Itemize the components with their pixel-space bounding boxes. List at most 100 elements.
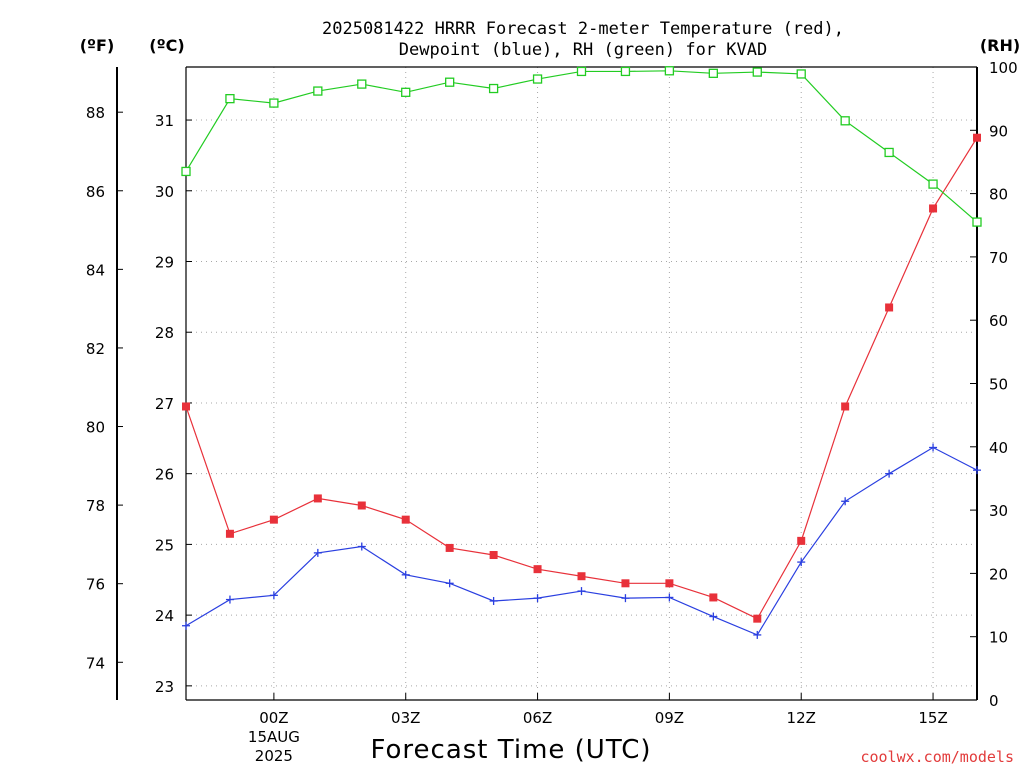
fahrenheit-tick-label: 84 xyxy=(86,261,105,279)
dewpoint-point xyxy=(577,587,586,596)
celsius-tick-label: 29 xyxy=(155,253,174,271)
temperature-point xyxy=(709,593,718,602)
dewpoint-point xyxy=(357,542,366,551)
rh-tick-label: 30 xyxy=(989,502,1008,520)
temperature-point xyxy=(489,551,498,560)
x-tick-label: 00Z xyxy=(259,709,288,727)
dewpoint-point xyxy=(313,548,322,557)
rh-point xyxy=(445,77,455,87)
dewpoint-point xyxy=(797,558,806,567)
celsius-tick-label: 28 xyxy=(155,324,174,342)
dewpoint-point xyxy=(665,593,674,602)
rh-axis-unit: (RH) xyxy=(980,36,1020,55)
celsius-tick-label: 25 xyxy=(155,536,174,554)
celsius-tick-label: 31 xyxy=(155,112,174,130)
rh-point xyxy=(532,74,543,84)
fahrenheit-axis-unit: (ºF) xyxy=(80,36,115,55)
rh-tick-label: 90 xyxy=(989,122,1008,140)
rh-tick-label: 10 xyxy=(989,629,1008,647)
rh-point xyxy=(928,179,938,189)
rh-line xyxy=(185,70,978,223)
x-tick-label: 09Z xyxy=(655,709,684,727)
rh-point xyxy=(664,66,675,76)
dewpoint-point xyxy=(709,612,718,621)
rh-tick-label: 100 xyxy=(989,59,1018,77)
celsius-axis-unit: (ºC) xyxy=(149,36,184,55)
rh-point xyxy=(488,83,499,94)
celsius-tick-label: 27 xyxy=(155,395,174,413)
rh-point xyxy=(576,66,587,77)
rh-point xyxy=(357,79,367,89)
x-tick-label: 03Z xyxy=(391,709,420,727)
temperature-point xyxy=(885,303,894,312)
temperature-point xyxy=(313,494,322,503)
fahrenheit-tick-label: 80 xyxy=(86,419,105,437)
dewpoint-point xyxy=(841,497,850,506)
temperature-point xyxy=(753,614,762,623)
rh-tick-label: 70 xyxy=(989,249,1008,267)
data-series xyxy=(181,66,982,639)
rh-tick-label: 60 xyxy=(989,312,1008,330)
dewpoint-line xyxy=(185,446,978,636)
fahrenheit-tick-label: 82 xyxy=(86,340,105,358)
rh-point xyxy=(840,116,850,126)
x-tick-label: 15Z xyxy=(918,709,947,727)
dewpoint-point xyxy=(753,630,762,639)
rh-point xyxy=(313,86,323,96)
fahrenheit-tick-label: 74 xyxy=(86,654,105,672)
temperature-point xyxy=(929,204,938,213)
temperature-point xyxy=(841,402,850,411)
tick-labels: 23 24 25 26 27 28 29 30 31 74 76 78 80 82 84 86 88 0 10 20 3… xyxy=(86,59,1018,765)
celsius-tick-label: 30 xyxy=(155,183,174,201)
temperature-point xyxy=(973,133,981,142)
temperature-point xyxy=(269,515,278,524)
rh-point xyxy=(884,147,894,158)
fahrenheit-tick-label: 88 xyxy=(86,104,105,122)
credit-label: coolwx.com/models xyxy=(860,748,1014,766)
rh-point xyxy=(225,94,235,104)
celsius-tick-label: 24 xyxy=(155,607,174,625)
dewpoint-point xyxy=(489,596,498,605)
temperature-point xyxy=(621,579,630,588)
x-tick-label: 06Z xyxy=(523,709,552,727)
dewpoint-point xyxy=(401,570,410,579)
temperature-point xyxy=(357,501,366,510)
celsius-tick-label: 26 xyxy=(155,466,174,484)
temperature-point xyxy=(665,579,674,588)
rh-point xyxy=(752,67,762,77)
x-tick-label: 15AUG xyxy=(248,728,300,746)
x-axis-label: Forecast Time (UTC) xyxy=(370,735,651,765)
temperature-point xyxy=(225,529,234,538)
rh-tick-label: 80 xyxy=(989,186,1008,204)
temperature-point xyxy=(182,402,190,411)
dewpoint-point xyxy=(445,579,454,588)
axes xyxy=(116,66,978,701)
fahrenheit-tick-label: 86 xyxy=(86,183,105,201)
temperature-point xyxy=(577,572,586,581)
rh-point xyxy=(401,87,411,97)
temperature-point xyxy=(401,515,410,524)
dewpoint-point xyxy=(269,591,278,600)
rh-tick-label: 50 xyxy=(989,376,1008,394)
dewpoint-point xyxy=(182,621,190,630)
temperature-line xyxy=(185,137,978,620)
dewpoint-point xyxy=(225,595,234,604)
rh-point xyxy=(796,69,806,79)
rh-tick-label: 20 xyxy=(989,565,1008,583)
fahrenheit-tick-label: 78 xyxy=(86,497,105,515)
rh-point xyxy=(972,217,982,227)
dewpoint-point xyxy=(973,466,981,475)
rh-point xyxy=(620,66,631,77)
chart-title-line-2: Dewpoint (blue), RH (green) for KVAD xyxy=(399,40,767,60)
rh-point xyxy=(181,166,191,177)
rh-tick-label: 0 xyxy=(989,692,999,710)
temperature-point xyxy=(533,565,542,574)
dewpoint-point xyxy=(929,443,938,452)
fahrenheit-tick-label: 76 xyxy=(86,576,105,594)
x-tick-label: 12Z xyxy=(787,709,816,727)
temperature-point xyxy=(445,543,454,552)
rh-point xyxy=(708,68,718,78)
dewpoint-point xyxy=(533,594,542,603)
grid-lines xyxy=(186,67,977,700)
